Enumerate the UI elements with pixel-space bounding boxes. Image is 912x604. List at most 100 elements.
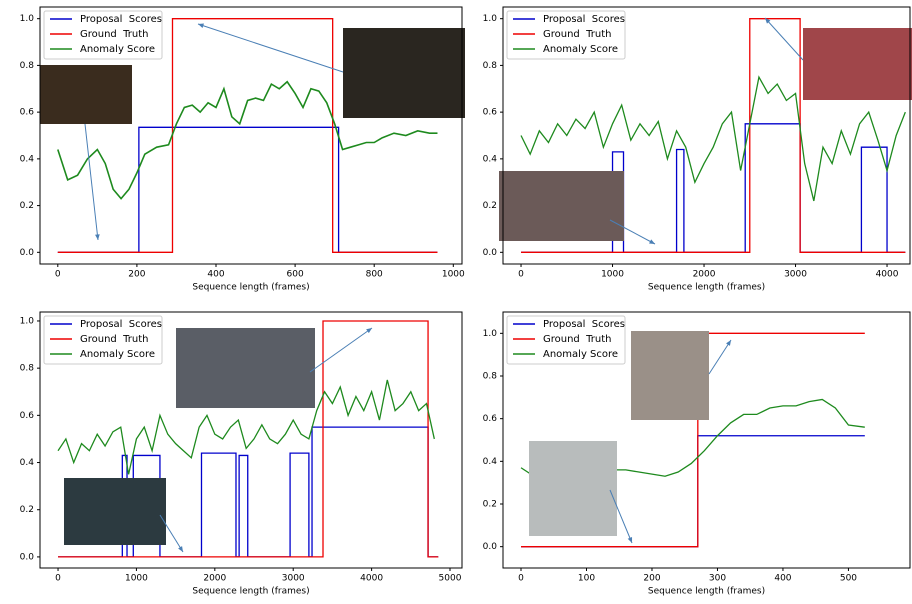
pointer-arrow (609, 489, 633, 544)
x-axis-label: Sequence length (frames) (192, 283, 309, 293)
pointer-arrow (84, 123, 99, 241)
y-tick-label: 0.6 (20, 108, 35, 118)
x-tick-label: 0 (518, 574, 524, 584)
pointer-arrow (609, 219, 656, 245)
legend-label: Anomaly Score (543, 44, 618, 55)
frame-image (343, 28, 465, 118)
axes-frame (502, 6, 911, 265)
legend-label: Anomaly Score (543, 349, 618, 360)
arrow-head (178, 546, 183, 552)
arrow-head (366, 328, 372, 334)
x-tick-label: 1000 (125, 574, 148, 584)
series-line (57, 379, 435, 475)
x-tick-label: 4000 (360, 574, 383, 584)
arrow-head (198, 23, 204, 28)
x-tick-label: 100 (578, 574, 595, 584)
x-tick-label: 1000 (601, 270, 624, 280)
pointer-arrow (159, 514, 184, 553)
x-tick-label: 800 (366, 270, 383, 280)
x-tick-label: 4000 (876, 270, 899, 280)
x-tick-label: 0 (55, 270, 61, 280)
x-tick-label: 1000 (442, 270, 465, 280)
series-line (57, 126, 438, 253)
legend-label: Anomaly Score (80, 44, 155, 55)
legend-box (43, 10, 163, 60)
y-tick-label: 1.0 (20, 14, 35, 24)
y-tick-label: 0.0 (20, 248, 35, 258)
x-tick-label: 600 (287, 270, 304, 280)
axes-frame (502, 311, 911, 569)
frame-image (631, 331, 709, 420)
series-line (521, 18, 906, 253)
x-tick-label: 300 (709, 574, 726, 584)
y-tick-label: 0.6 (20, 411, 35, 421)
frame-image (40, 65, 132, 124)
x-tick-label: 2000 (693, 270, 716, 280)
y-tick-label: 0.6 (483, 414, 498, 424)
frame-image (499, 171, 624, 241)
y-tick-label: 0.8 (20, 364, 35, 374)
y-tick-label: 0.6 (483, 108, 498, 118)
legend-label: Proposal Scores (543, 14, 625, 25)
series-line (57, 18, 438, 253)
arrow-head (765, 18, 771, 24)
y-tick-label: 0.4 (483, 457, 498, 467)
legend: Proposal Scores Ground Truth Anomaly Score (43, 10, 163, 60)
pointer-arrow (708, 339, 732, 375)
x-tick-label: 500 (840, 574, 857, 584)
legend-label: Proposal Scores (543, 319, 625, 330)
y-tick-label: 0.2 (483, 201, 497, 211)
x-axis-label: Sequence length (frames) (648, 283, 765, 293)
x-tick-label: 5000 (439, 574, 462, 584)
legend-label: Ground Truth (543, 334, 612, 345)
x-tick-label: 3000 (784, 270, 807, 280)
y-tick-label: 1.0 (20, 316, 35, 326)
arrow-head (95, 234, 100, 240)
y-tick-label: 0.0 (483, 542, 498, 552)
x-tick-label: 2000 (203, 574, 226, 584)
legend: Proposal Scores Ground Truth Anomaly Score (506, 10, 626, 60)
y-tick-label: 0.2 (20, 201, 34, 211)
axes-frame (39, 311, 463, 569)
legend-label: Proposal Scores (80, 14, 162, 25)
y-tick-label: 0.2 (483, 500, 497, 510)
legend-label: Ground Truth (80, 29, 149, 40)
legend-label: Ground Truth (543, 29, 612, 40)
frame-image (64, 478, 166, 545)
y-tick-label: 0.0 (483, 248, 498, 258)
series-line (58, 320, 439, 558)
y-tick-label: 1.0 (483, 329, 498, 339)
y-tick-label: 0.8 (483, 372, 498, 382)
frame-image (176, 328, 315, 408)
series-line (520, 75, 906, 202)
y-tick-label: 0.4 (483, 154, 498, 164)
x-tick-label: 400 (207, 270, 224, 280)
legend-label: Ground Truth (80, 334, 149, 345)
legend-box (43, 315, 163, 365)
frame-image (803, 28, 912, 100)
legend-box (506, 10, 626, 60)
x-tick-label: 400 (774, 574, 791, 584)
arrow-head (627, 537, 633, 543)
y-tick-label: 1.0 (483, 14, 498, 24)
y-tick-label: 0.2 (20, 505, 34, 515)
legend-box (506, 315, 626, 365)
legend: Proposal Scores Ground Truth Anomaly Score (43, 315, 163, 365)
legend-label: Anomaly Score (80, 349, 155, 360)
arrow-head (649, 239, 655, 244)
y-tick-label: 0.8 (20, 61, 35, 71)
pointer-arrow (309, 327, 373, 373)
x-tick-label: 200 (643, 574, 660, 584)
pointer-arrow (764, 17, 804, 61)
legend-label: Proposal Scores (80, 319, 162, 330)
axes-frame (39, 6, 463, 265)
series-line (57, 80, 438, 200)
y-tick-label: 0.0 (20, 552, 35, 562)
y-tick-label: 0.4 (20, 154, 35, 164)
y-tick-label: 0.4 (20, 458, 35, 468)
x-tick-label: 200 (128, 270, 145, 280)
x-tick-label: 0 (55, 574, 61, 584)
frame-image (529, 441, 617, 536)
x-axis-label: Sequence length (frames) (648, 587, 765, 597)
